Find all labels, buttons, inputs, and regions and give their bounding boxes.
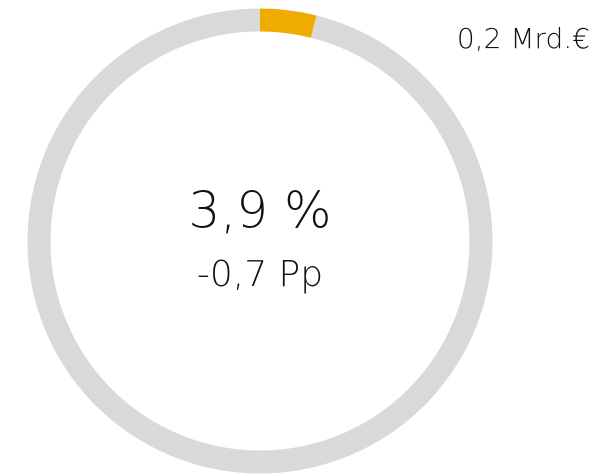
donut-segment (259, 8, 317, 38)
center-value: 3,9 % (189, 182, 332, 240)
segment-label: 0,2 Mrd.€ (457, 22, 590, 55)
donut-segment (27, 8, 493, 474)
center-change: -0,7 Pp (197, 254, 323, 295)
